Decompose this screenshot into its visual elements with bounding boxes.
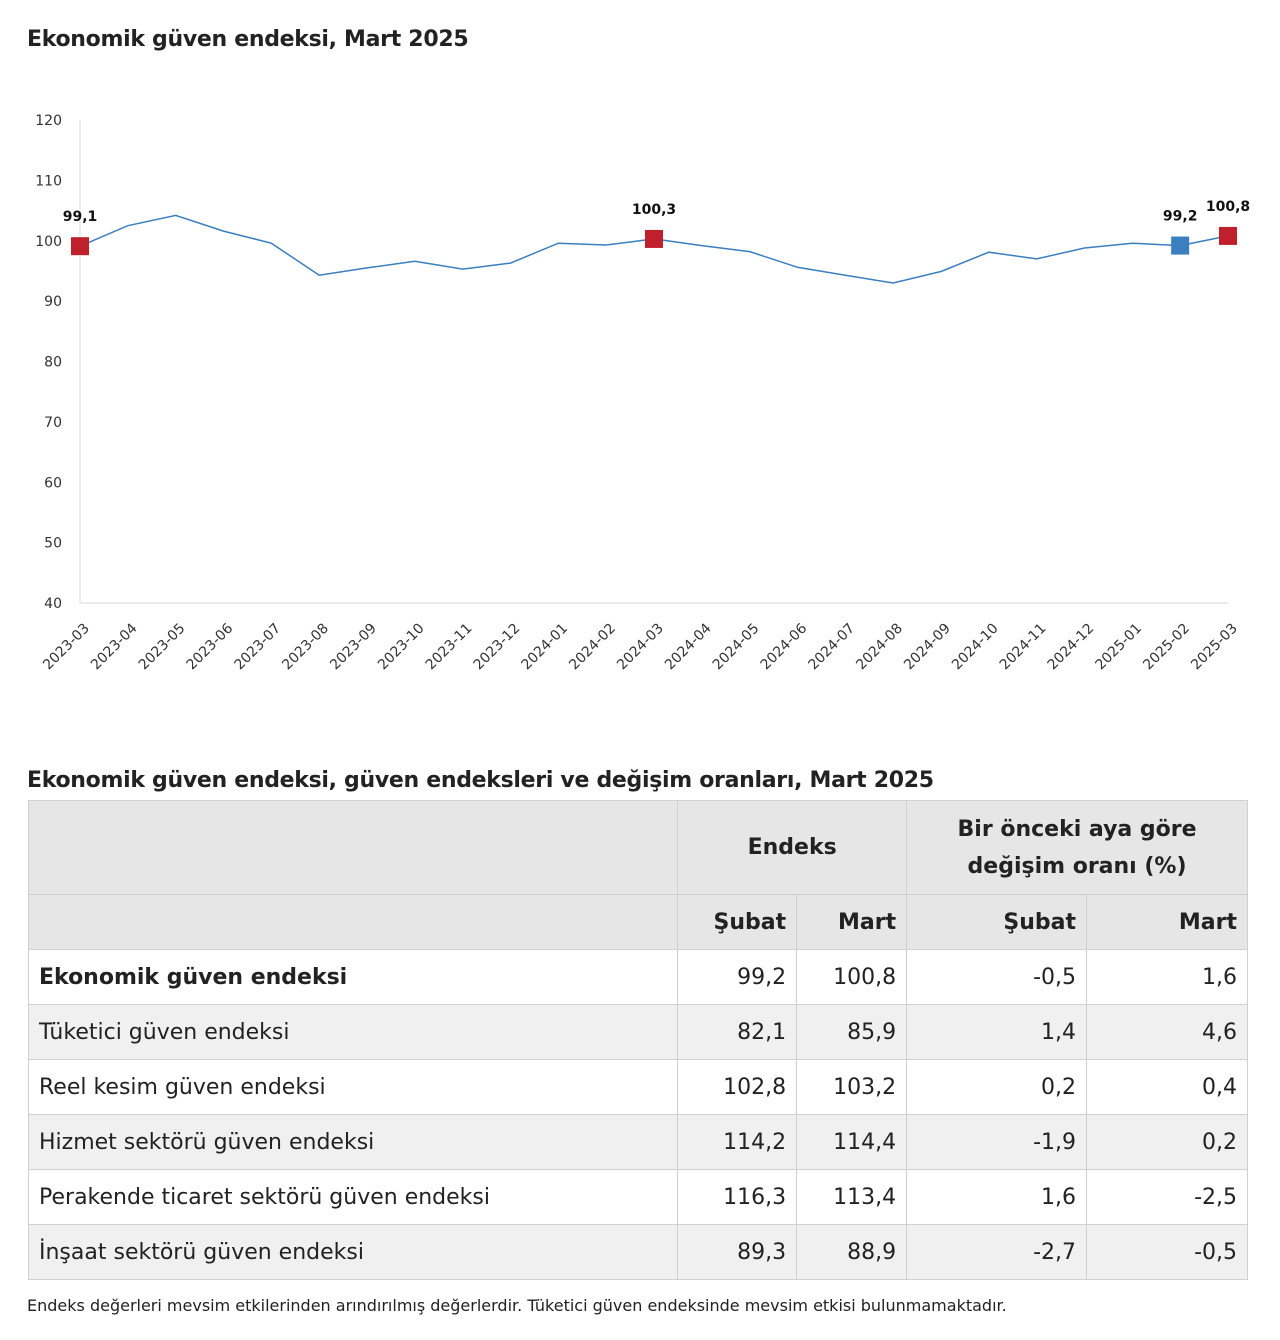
header-change: Bir önceki aya göre değişim oranı (%) (906, 800, 1248, 895)
data-point-marker (1219, 226, 1237, 245)
x-tick-label: 2024-11 (997, 621, 1050, 674)
data-point-marker (71, 237, 89, 256)
x-tick-label: 2024-10 (949, 621, 1002, 674)
table-row: Reel kesim güven endeksi 102,8 103,2 0,2 0,4 (27, 1059, 1248, 1115)
header-empty (27, 800, 679, 895)
x-tick-label: 2024-01 (518, 621, 571, 674)
row-value: 4,6 (1086, 1004, 1248, 1060)
x-tick-label: 2023-08 (279, 621, 332, 674)
y-tick-label: 60 (44, 475, 62, 491)
data-label: 100,3 (632, 202, 676, 218)
x-tick-label: 2025-03 (1188, 621, 1241, 674)
row-value: -0,5 (906, 949, 1088, 1005)
y-tick-label: 100 (35, 234, 62, 250)
row-value: 82,1 (677, 1004, 798, 1060)
series-line (79, 214, 1229, 284)
row-value: 89,3 (677, 1224, 798, 1280)
x-tick-label: 2024-02 (566, 621, 619, 674)
row-value: 113,4 (796, 1169, 908, 1225)
row-value: -0,5 (1086, 1224, 1248, 1280)
highlight-markers: 99,1 100,3 99,2 100,8 (63, 199, 1250, 256)
x-tick-label: 2025-01 (1092, 621, 1145, 674)
row-value: 85,9 (796, 1004, 908, 1060)
row-label: Perakende ticaret sektörü güven endeksi (27, 1169, 679, 1225)
table-row: Perakende ticaret sektörü güven endeksi 1… (27, 1169, 1248, 1225)
chart-title: Ekonomik güven endeksi, Mart 2025 (27, 27, 469, 52)
y-tick-label: 50 (44, 536, 62, 552)
x-tick-label: 2024-09 (901, 621, 954, 674)
x-tick-label: 2025-02 (1140, 621, 1193, 674)
table-header-row: Endeks Bir önceki aya göre değişim oranı… (27, 800, 1248, 895)
y-tick-label: 90 (44, 294, 62, 310)
y-tick-label: 120 (35, 113, 62, 129)
row-value: 1,6 (1086, 949, 1248, 1005)
table-row: Tüketici güven endeksi 82,1 85,9 1,4 4,6 (27, 1004, 1248, 1060)
x-tick-label: 2023-09 (327, 621, 380, 674)
row-value: 1,4 (906, 1004, 1088, 1060)
header-endeks: Endeks (677, 800, 908, 895)
x-tick-label: 2024-08 (853, 621, 906, 674)
y-tick-label: 40 (44, 596, 62, 612)
subheader-empty (27, 894, 679, 950)
row-value: 102,8 (677, 1059, 798, 1115)
x-axis-ticks: 2023-032023-042023-052023-062023-072023-… (40, 620, 1241, 673)
x-tick-label: 2024-05 (710, 621, 763, 674)
row-value: 100,8 (796, 949, 908, 1005)
chart-axes (79, 120, 1228, 604)
x-tick-label: 2024-12 (1045, 621, 1098, 674)
footnote: Endeks değerleri mevsim etkilerinden arı… (27, 1296, 1007, 1315)
row-value: 114,4 (796, 1114, 908, 1170)
row-value: 0,2 (906, 1059, 1088, 1115)
row-label: Hizmet sektörü güven endeksi (27, 1114, 679, 1170)
x-tick-label: 2023-05 (136, 621, 189, 674)
row-label: Ekonomik güven endeksi (27, 949, 679, 1005)
table-row: Ekonomik güven endeksi 99,2 100,8 -0,5 1,6 (27, 949, 1248, 1005)
subheader-endeks-subat: Şubat (677, 894, 798, 950)
subheader-endeks-mart: Mart (796, 894, 908, 950)
data-point-marker (645, 229, 663, 248)
x-tick-label: 2023-11 (423, 621, 476, 674)
row-value: 116,3 (677, 1169, 798, 1225)
row-value: 103,2 (796, 1059, 908, 1115)
row-value: 0,2 (1086, 1114, 1248, 1170)
table-row: İnşaat sektörü güven endeksi 89,3 88,9 -2,7… (27, 1224, 1248, 1280)
subheader-change-subat: Şubat (906, 894, 1088, 950)
table-subheader-row: Şubat Mart Şubat Mart (27, 894, 1248, 950)
x-tick-label: 2023-06 (184, 620, 237, 673)
x-tick-label: 2023-07 (231, 621, 284, 674)
y-tick-label: 80 (44, 355, 62, 371)
y-tick-label: 70 (44, 415, 62, 431)
subheader-change-mart: Mart (1086, 894, 1248, 950)
y-tick-label: 110 (35, 173, 62, 189)
row-value: -2,5 (1086, 1169, 1248, 1225)
table-title: Ekonomik güven endeksi, güven endeksleri… (27, 768, 934, 793)
x-tick-label: 2024-07 (805, 621, 858, 674)
x-tick-label: 2024-06 (758, 620, 811, 673)
data-point-marker (1171, 236, 1190, 255)
row-value: 88,9 (796, 1224, 908, 1280)
x-tick-label: 2024-04 (662, 620, 715, 673)
row-value: 0,4 (1086, 1059, 1248, 1115)
data-label: 99,2 (1163, 209, 1198, 225)
x-tick-label: 2023-04 (88, 620, 141, 673)
row-value: 99,2 (677, 949, 798, 1005)
x-tick-label: 2023-10 (375, 621, 428, 674)
row-label: İnşaat sektörü güven endeksi (27, 1224, 679, 1280)
confidence-index-table: Endeks Bir önceki aya göre değişim oranı… (27, 800, 1248, 1280)
row-label: Reel kesim güven endeksi (27, 1059, 679, 1115)
x-tick-label: 2023-03 (40, 621, 93, 674)
x-tick-label: 2023-12 (471, 621, 524, 674)
row-value: 1,6 (906, 1169, 1088, 1225)
row-value: -2,7 (906, 1224, 1088, 1280)
row-value: 114,2 (677, 1114, 798, 1170)
x-tick-label: 2024-03 (614, 621, 667, 674)
table-row: Hizmet sektörü güven endeksi 114,2 114,4 -1… (27, 1114, 1248, 1170)
row-label: Tüketici güven endeksi (27, 1004, 679, 1060)
data-label: 99,1 (63, 209, 98, 225)
data-label: 100,8 (1206, 199, 1250, 215)
series-line-path (79, 214, 1229, 284)
y-axis-ticks: 120 110 100 90 80 70 60 50 40 (35, 113, 62, 612)
row-value: -1,9 (906, 1114, 1088, 1170)
